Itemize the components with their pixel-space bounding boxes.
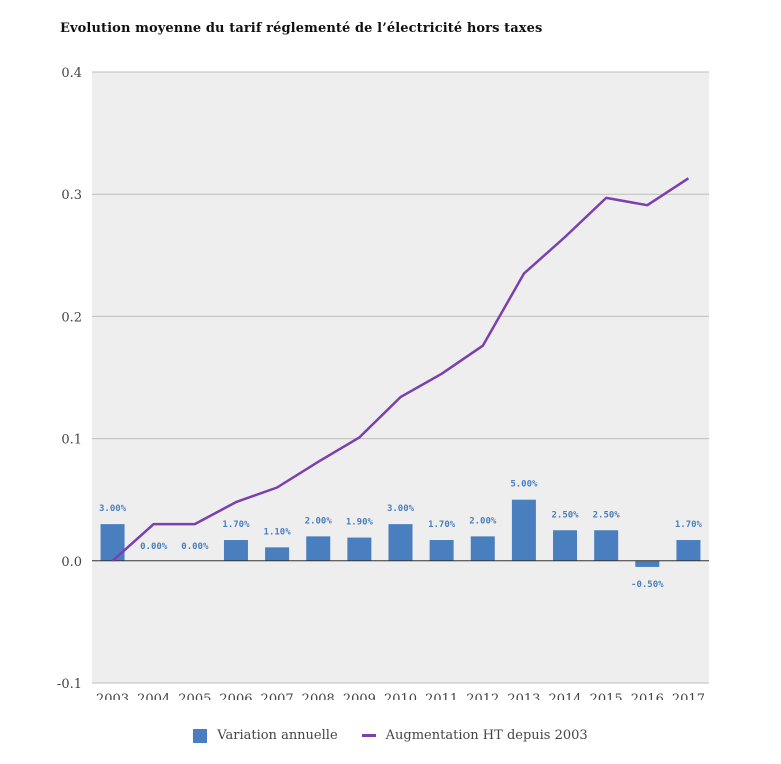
x-tick-label: 2008 xyxy=(302,692,335,700)
x-tick-label: 2012 xyxy=(466,692,499,700)
y-axis-ticks: -0.1 0.0 0.1 0.2 0.3 0.4 xyxy=(57,66,82,692)
x-tick-label: 2014 xyxy=(548,692,581,700)
bar-data-label: 0.00% xyxy=(140,542,168,552)
x-tick-label: 2011 xyxy=(425,692,458,700)
line-series xyxy=(111,177,690,562)
x-tick-label: 2003 xyxy=(96,692,129,700)
bar-data-label: 3.00% xyxy=(387,504,415,514)
x-tick-label: 2004 xyxy=(137,692,170,700)
legend-swatch-bar xyxy=(193,728,208,743)
chart-area: -0.1 0.0 0.1 0.2 0.3 0.4 3.00% 0.00% 0.00% 1.70%… xyxy=(57,66,709,700)
y-tick-label: 0.4 xyxy=(61,66,82,81)
y-tick-label: 0.1 xyxy=(61,433,82,448)
bar xyxy=(347,537,372,561)
bar-data-label: -0.50% xyxy=(631,580,664,590)
y-tick-label: 0.3 xyxy=(61,188,82,203)
chart-title: Evolution moyenne du tarif réglementé de… xyxy=(60,21,543,36)
gridlines xyxy=(92,71,709,684)
bar xyxy=(511,499,536,561)
bar xyxy=(676,540,701,561)
bar xyxy=(388,524,413,561)
legend-label-line: Augmentation HT depuis 2003 xyxy=(385,728,588,743)
x-tick-label: 2005 xyxy=(178,692,211,700)
x-tick-label: 2015 xyxy=(590,692,623,700)
series-line xyxy=(111,177,690,562)
x-axis-ticks: 2003 2004 2005 2006 2007 2008 2009 2010 2011 2012… xyxy=(96,692,705,700)
plot-background xyxy=(92,72,709,683)
bar-data-label: 0.00% xyxy=(181,542,209,552)
bar xyxy=(265,547,290,561)
bar xyxy=(429,540,454,561)
bar xyxy=(100,524,125,561)
x-tick-label: 2007 xyxy=(261,692,294,700)
bar-data-label: 1.70% xyxy=(222,520,250,530)
x-tick-label: 2013 xyxy=(507,692,540,700)
bar xyxy=(223,540,248,561)
bar-data-label: 5.00% xyxy=(510,480,538,490)
y-tick-label: 0.0 xyxy=(61,555,82,570)
legend-item-line[interactable]: Augmentation HT depuis 2003 xyxy=(361,728,588,743)
legend-item-bar[interactable]: Variation annuelle xyxy=(193,728,338,743)
y-tick-label: -0.1 xyxy=(57,677,82,692)
bar-data-label: 2.50% xyxy=(551,510,579,520)
bar-data-label: 2.00% xyxy=(469,516,497,526)
bar-data-label: 1.10% xyxy=(264,527,292,537)
bar-data-label: 2.50% xyxy=(593,510,621,520)
legend-label-bar: Variation annuelle xyxy=(217,728,338,743)
bar-series xyxy=(100,499,701,567)
bar-data-label: 1.90% xyxy=(346,518,374,528)
bar-data-label: 3.00% xyxy=(99,504,127,514)
bar xyxy=(470,536,495,561)
bar xyxy=(594,530,619,561)
bar xyxy=(635,560,660,567)
bar-data-labels: 3.00% 0.00% 0.00% 1.70% 1.10% 2.00% 1.90% 3.00%… xyxy=(99,480,703,590)
x-tick-label: 2009 xyxy=(343,692,376,700)
legend: Variation annuelle Augmentation HT depui… xyxy=(0,728,781,743)
bar-data-label: 1.70% xyxy=(675,520,703,530)
x-tick-label: 2017 xyxy=(672,692,705,700)
bar xyxy=(553,530,578,561)
bar-data-label: 2.00% xyxy=(305,516,333,526)
bar-data-label: 1.70% xyxy=(428,520,456,530)
x-tick-label: 2006 xyxy=(219,692,252,700)
bar xyxy=(306,536,331,561)
y-tick-label: 0.2 xyxy=(61,310,82,325)
legend-swatch-line xyxy=(361,734,376,737)
x-tick-label: 2010 xyxy=(384,692,417,700)
x-tick-label: 2016 xyxy=(631,692,664,700)
